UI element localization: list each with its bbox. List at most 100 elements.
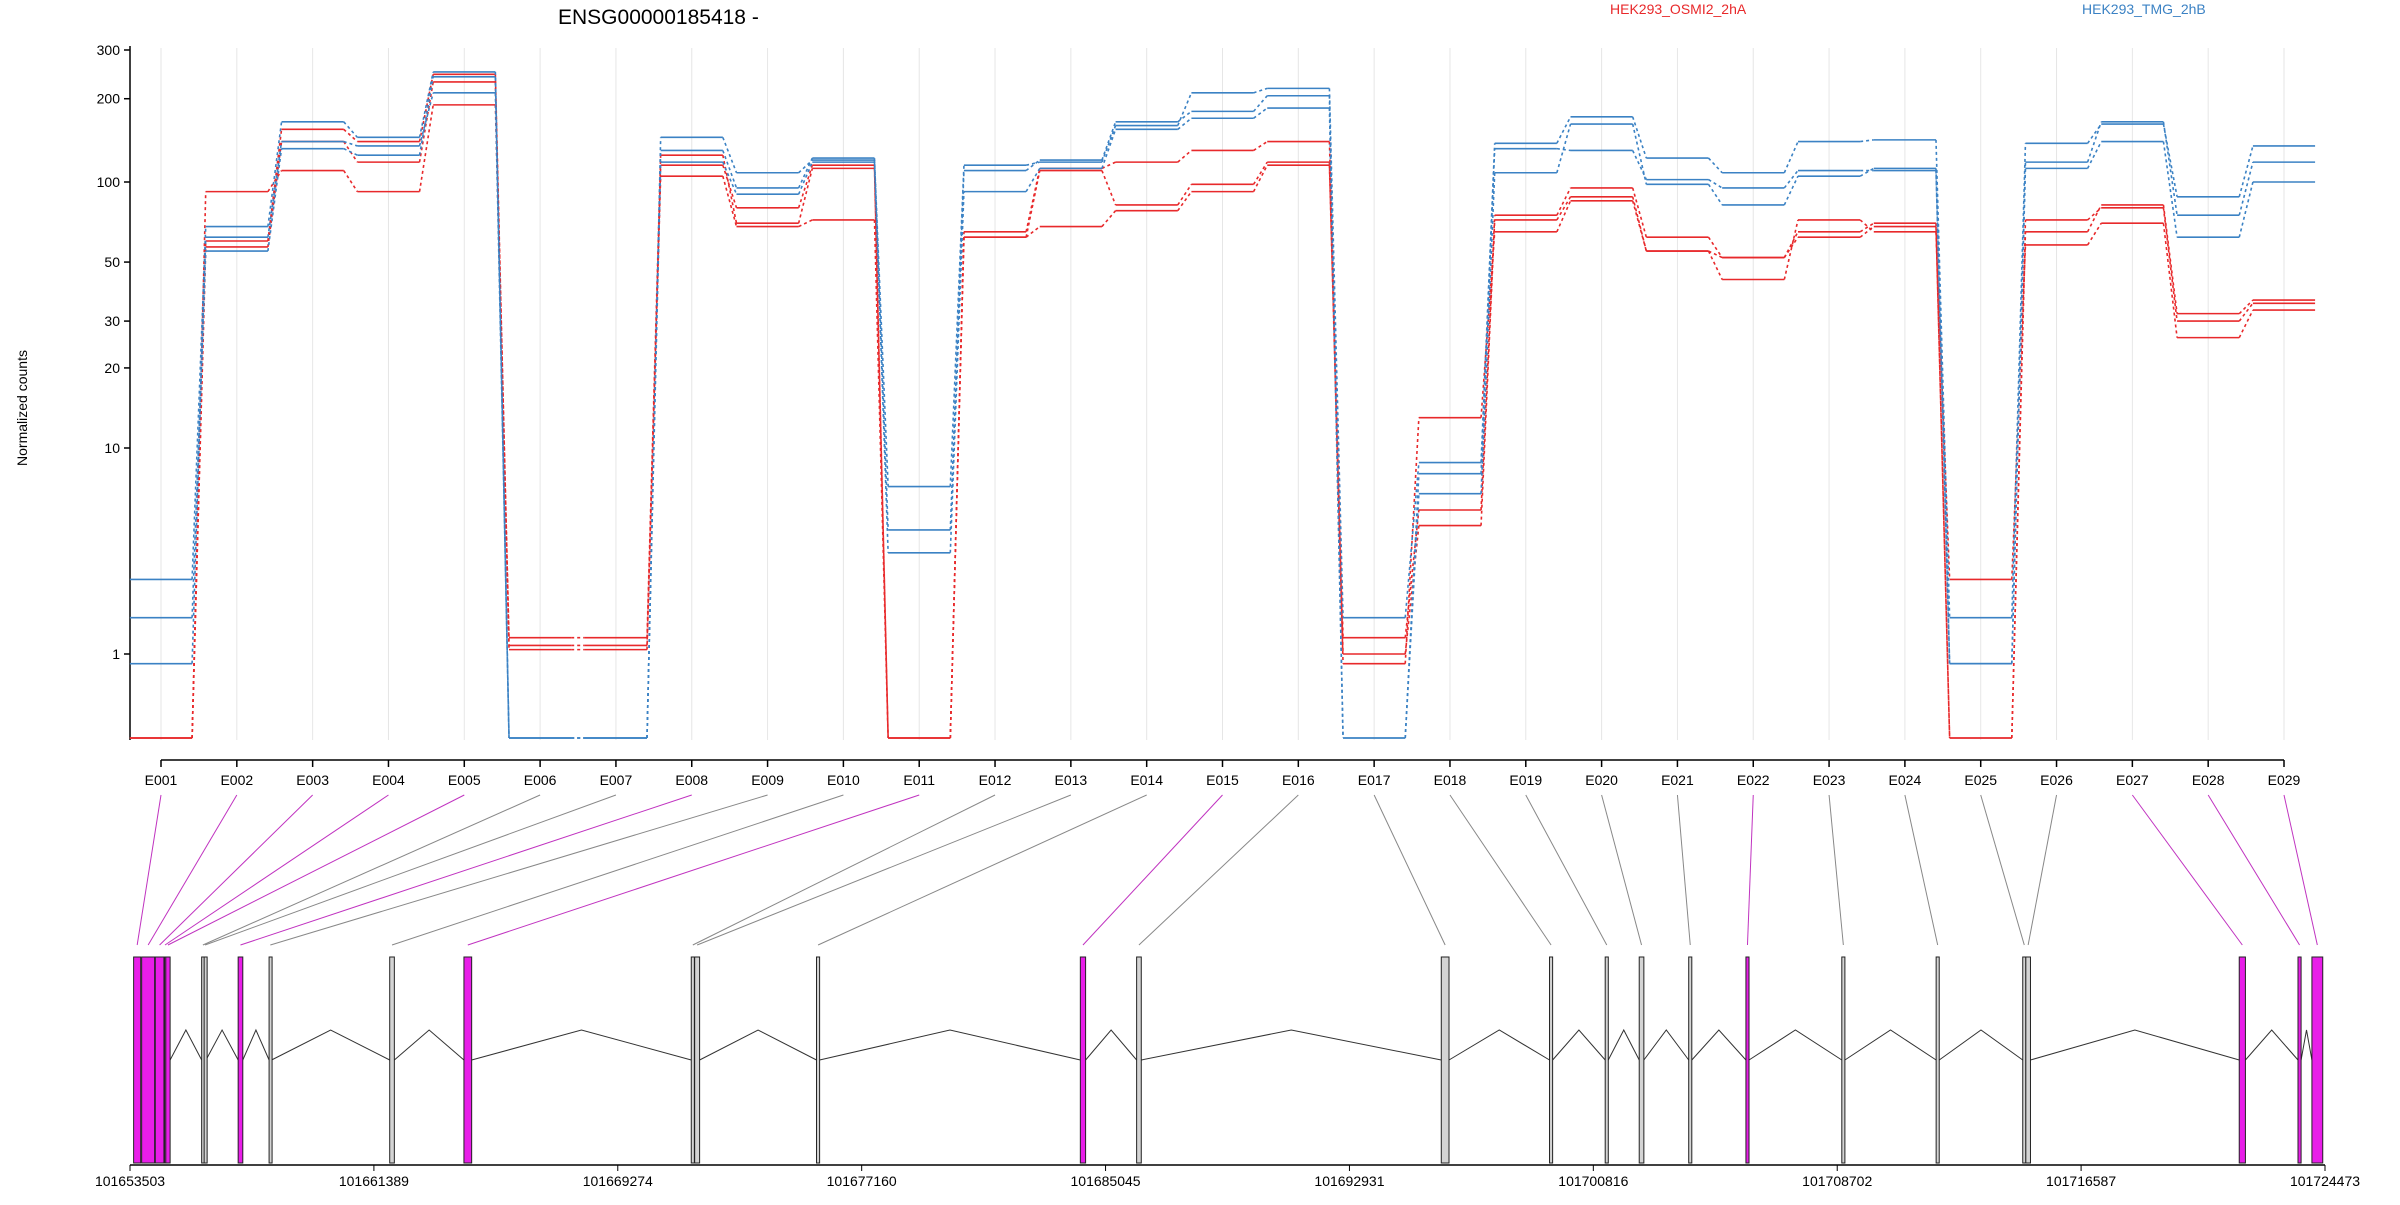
exon-E014 — [816, 956, 821, 1164]
exon-transition-segment — [191, 251, 207, 618]
series-HEK293_TMG_2hB — [129, 76, 2316, 739]
exon-transition-segment — [418, 104, 434, 192]
coord-tick-label: 101653503 — [95, 1173, 165, 1189]
exon-transition-segment — [1404, 462, 1420, 618]
x-tick-label: E008 — [675, 772, 708, 788]
connector-E006 — [202, 794, 541, 946]
y-tick-label: 100 — [97, 174, 121, 190]
connector-E014 — [817, 794, 1147, 946]
coord-tick-label: 101692931 — [1314, 1173, 1384, 1189]
exon-transition-segment — [343, 147, 358, 156]
exon-E012 — [690, 956, 695, 1164]
x-tick-label: E006 — [524, 772, 557, 788]
coord-tick-label: 101708702 — [1802, 1173, 1872, 1189]
exon-transition-segment — [2011, 244, 2027, 580]
connector-E012 — [692, 794, 996, 946]
exon-transition-segment — [2162, 141, 2178, 238]
exon-blocks — [133, 956, 2324, 1164]
intron — [819, 1029, 1081, 1061]
x-tick-label: E007 — [600, 772, 633, 788]
intron — [1748, 1029, 1843, 1061]
exon-transition-segment — [1404, 493, 1420, 739]
y-tick-label: 1 — [112, 646, 120, 662]
exon-transition-segment — [1708, 178, 1723, 189]
y-tick-label: 50 — [104, 254, 120, 270]
intron — [1448, 1029, 1550, 1061]
exon-transition-segment — [1101, 125, 1117, 163]
x-tick-label: E024 — [1889, 772, 1922, 788]
exon-transition-segment — [949, 165, 965, 487]
exon-transition-segment — [1480, 148, 1496, 474]
connector-E019 — [1525, 794, 1608, 946]
coord-tick-label: 101677160 — [827, 1173, 897, 1189]
exon-transition-segment — [1631, 200, 1648, 252]
x-tick-label: E014 — [1130, 772, 1163, 788]
intron — [1938, 1029, 2024, 1061]
x-tick-label: E028 — [2192, 772, 2225, 788]
exon-transition-segment — [2086, 141, 2102, 169]
exon-E017 — [1440, 956, 1450, 1164]
coord-tick-label: 101685045 — [1071, 1173, 1141, 1189]
connector-E023 — [1828, 794, 1844, 946]
coord-tick-label: 101669274 — [583, 1173, 653, 1189]
x-tick-label: E001 — [145, 772, 178, 788]
x-tick-label: E021 — [1661, 772, 1694, 788]
exon-transition-segment — [722, 175, 738, 227]
connector-E027 — [2131, 794, 2243, 946]
x-tick-label: E009 — [751, 772, 784, 788]
exon-E001 — [133, 956, 142, 1164]
exon-transition-segment — [1935, 168, 1951, 664]
exon-transition-segment — [2086, 204, 2102, 233]
intron — [471, 1029, 692, 1061]
exon-transition-segment — [1935, 223, 1951, 739]
exon-transition-segment — [646, 162, 662, 739]
exon-E009 — [268, 956, 273, 1164]
exon-transition-segment — [797, 164, 814, 209]
exon-transition-segment — [2162, 204, 2178, 314]
x-tick-label: E012 — [979, 772, 1012, 788]
x-tick-label: E017 — [1358, 772, 1391, 788]
exon-transition-segment — [418, 81, 434, 163]
x-tick-label: E025 — [1964, 772, 1997, 788]
x-tick-label: E010 — [827, 772, 860, 788]
exon-transition-segment — [1025, 167, 1041, 193]
intron — [1691, 1029, 1747, 1061]
exon-transition-segment — [1707, 250, 1723, 280]
exon-transition-segment — [1631, 187, 1648, 238]
x-tick-label: E004 — [372, 772, 405, 788]
exon-transition-segment — [2238, 302, 2254, 322]
legend-entry-tmg: HEK293_TMG_2hB — [2082, 1, 2206, 17]
x-tick-label: E027 — [2116, 772, 2149, 788]
exon-transition-segment — [1328, 165, 1344, 664]
connector-E013 — [696, 794, 1072, 946]
exon-transition-segment — [2086, 121, 2103, 163]
exon-transition-segment — [2162, 223, 2178, 338]
exon-transition-segment — [798, 219, 813, 228]
x-tick-label: E026 — [2040, 772, 2073, 788]
intron-lines — [169, 1028, 2313, 1061]
x-tick-label: E018 — [1434, 772, 1467, 788]
exon-transition-segment — [2011, 219, 2027, 739]
intron — [1643, 1029, 1690, 1061]
intron — [242, 1028, 270, 1061]
exon-transition-segment — [873, 162, 889, 553]
connector-E024 — [1904, 794, 1939, 946]
exon-E016 — [1136, 956, 1142, 1164]
connector-E018 — [1449, 794, 1552, 946]
exon-transition-segment — [1783, 175, 1799, 206]
exon-E022 — [1745, 956, 1750, 1164]
x-tick-label: E029 — [2268, 772, 2301, 788]
exon-transition-segment — [1783, 219, 1799, 280]
exon-E020 — [1638, 956, 1645, 1164]
exon-transition-segment — [2162, 207, 2178, 322]
exon-E029 — [2311, 956, 2324, 1164]
exon-transition-segment — [1859, 225, 1875, 238]
exon-transition-segment — [1859, 222, 1875, 233]
intron — [2245, 1029, 2299, 1061]
exon-transition-segment — [1935, 231, 1951, 580]
x-tick-label: E011 — [903, 772, 935, 788]
exon-E008 — [237, 956, 244, 1164]
y-tick-label: 10 — [104, 440, 120, 456]
exon-E011 — [463, 956, 473, 1164]
